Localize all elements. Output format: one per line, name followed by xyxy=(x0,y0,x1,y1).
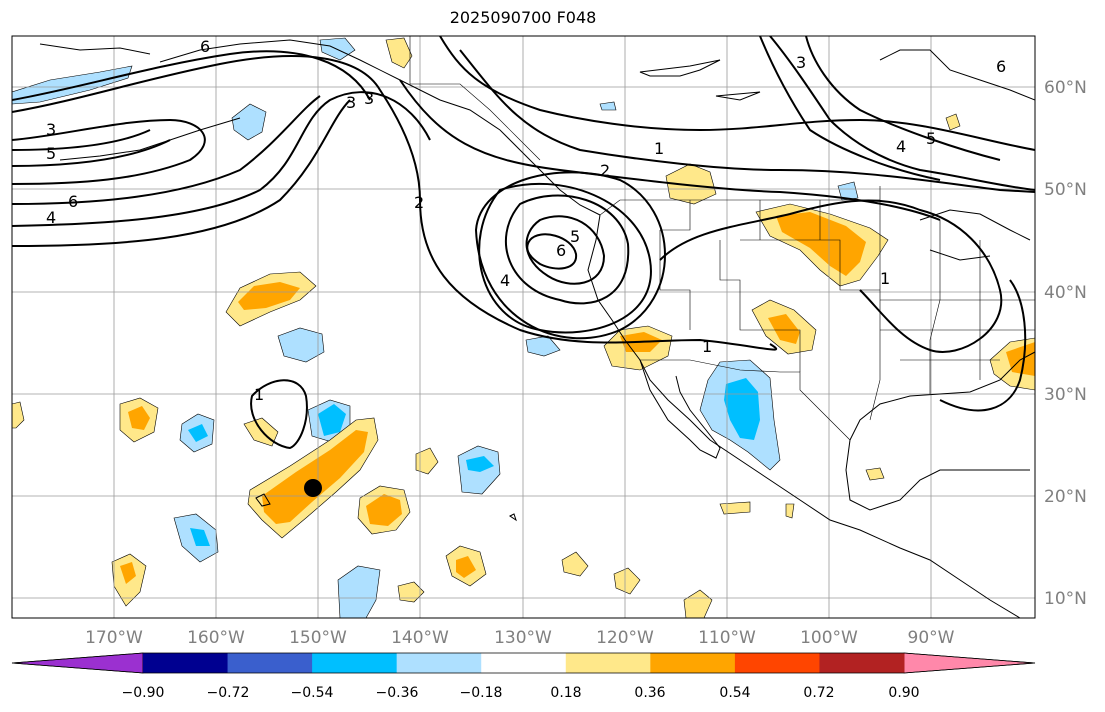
colorbar-segment xyxy=(396,653,482,673)
colorbar xyxy=(11,652,1036,674)
colorbar-extend-low xyxy=(11,652,144,674)
contour-label: 6 xyxy=(200,37,210,56)
lon-tick: 90°W xyxy=(908,628,955,648)
lon-tick: 140°W xyxy=(391,628,449,648)
contour-label: 1 xyxy=(254,385,264,404)
colorbar-segment xyxy=(565,653,651,673)
lat-tick: 60°N xyxy=(1044,78,1087,98)
lat-tick: 10°N xyxy=(1044,589,1087,609)
colorbar-segment xyxy=(227,653,313,673)
contour-label: 6 xyxy=(996,57,1006,76)
longitude-labels: 170°W 160°W 150°W 140°W 130°W 120°W 110°… xyxy=(85,628,955,648)
colorbar-tick: 0.90 xyxy=(888,685,919,701)
negative-core-fill xyxy=(188,378,760,546)
contour-label: 1 xyxy=(702,337,712,356)
contour-labels: 6 3 5 6 4 3 3 1 2 2 5 6 4 1 3 4 5 6 1 1 xyxy=(46,37,1006,404)
contour-label: 2 xyxy=(600,161,610,180)
colorbar-segment xyxy=(819,653,905,673)
colorbar-tick: −0.90 xyxy=(122,685,165,701)
colorbar-tick: −0.18 xyxy=(460,685,503,701)
colorbar-segment xyxy=(650,653,736,673)
contour-label: 6 xyxy=(68,192,78,211)
latitude-labels: 60°N 50°N 40°N 30°N 20°N 10°N xyxy=(1044,78,1087,609)
contour-label: 3 xyxy=(46,120,56,139)
colorbar-tick: −0.54 xyxy=(291,685,334,701)
colorbar-segment xyxy=(481,653,567,673)
colorbar-extend-high xyxy=(903,652,1036,674)
contour-label: 2 xyxy=(414,193,424,212)
contour-label: 3 xyxy=(364,89,374,108)
contour-label: 4 xyxy=(500,271,510,290)
colorbar-tick: −0.72 xyxy=(207,685,250,701)
contour-label: 5 xyxy=(46,144,56,163)
map-title: 2025090700 F048 xyxy=(449,8,597,27)
lon-tick: 120°W xyxy=(596,628,654,648)
colorbar-segment xyxy=(312,653,398,673)
colorbar-tick: 0.54 xyxy=(719,685,750,701)
colorbar-tick: 0.72 xyxy=(803,685,834,701)
contour-label: 3 xyxy=(346,93,356,112)
colorbar-segment xyxy=(143,653,229,673)
contour-label: 4 xyxy=(896,137,906,156)
contour-label: 6 xyxy=(556,241,566,260)
contour-label: 4 xyxy=(46,208,56,227)
contour-label: 5 xyxy=(570,227,580,246)
map-frame xyxy=(11,35,1036,619)
colorbar-outline xyxy=(11,652,1036,674)
map-area: 6 3 5 6 4 3 3 1 2 2 5 6 4 1 3 4 5 6 1 1 xyxy=(12,36,1035,618)
contour-label: 1 xyxy=(880,269,890,288)
contour-lines xyxy=(12,36,1035,450)
political-boundaries xyxy=(409,36,1035,441)
contour-label: 1 xyxy=(654,139,664,158)
lat-tick: 20°N xyxy=(1044,487,1087,507)
lon-tick: 160°W xyxy=(187,628,245,648)
lon-tick: 100°W xyxy=(800,628,858,648)
location-marker xyxy=(304,479,322,497)
colorbar-tick: 0.36 xyxy=(634,685,665,701)
contour-label: 3 xyxy=(796,53,806,72)
colorbar-labels: −0.90 −0.72 −0.54 −0.36 −0.18 0.18 0.36 … xyxy=(122,685,920,701)
lon-tick: 130°W xyxy=(494,628,552,648)
lat-tick: 50°N xyxy=(1044,180,1087,200)
graticule xyxy=(12,36,1035,618)
colorbar-segment xyxy=(734,653,820,673)
lat-tick: 40°N xyxy=(1044,283,1087,303)
lon-tick: 150°W xyxy=(289,628,347,648)
colorbar-tick: −0.36 xyxy=(376,685,419,701)
lon-tick: 170°W xyxy=(85,628,143,648)
negative-anomaly-fill xyxy=(12,37,859,618)
contour-label: 5 xyxy=(926,129,936,148)
lon-tick: 110°W xyxy=(698,628,756,648)
lat-tick: 30°N xyxy=(1044,385,1087,405)
colorbar-tick: 0.18 xyxy=(550,685,581,701)
